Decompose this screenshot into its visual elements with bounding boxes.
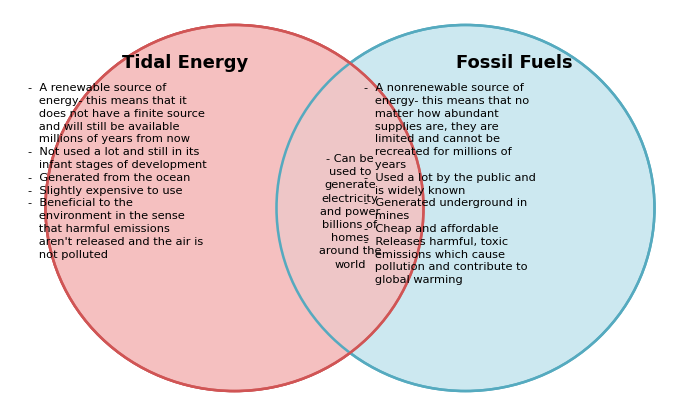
Text: Tidal Energy: Tidal Energy <box>122 54 248 72</box>
Ellipse shape <box>46 25 424 391</box>
Ellipse shape <box>46 25 424 391</box>
Text: Fossil Fuels: Fossil Fuels <box>456 54 573 72</box>
Text: -  A nonrenewable source of
   energy- this means that no
   matter how abundant: - A nonrenewable source of energy- this … <box>364 83 536 285</box>
Text: - Can be
used to
generate
electricity
and power
billions of
homes
around the
wor: - Can be used to generate electricity an… <box>318 154 382 270</box>
Text: -  A renewable source of
   energy- this means that it
   does not have a finite: - A renewable source of energy- this mea… <box>28 83 206 260</box>
Ellipse shape <box>276 25 654 391</box>
